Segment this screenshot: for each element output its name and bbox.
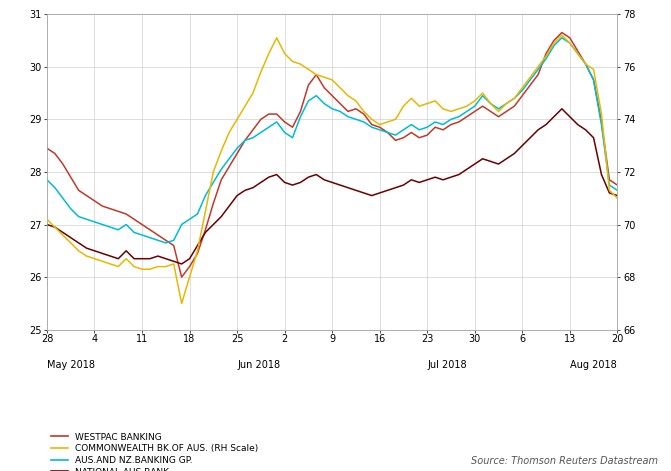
Text: Aug 2018: Aug 2018 xyxy=(570,360,617,370)
Text: May 2018: May 2018 xyxy=(47,360,95,370)
Text: Jul 2018: Jul 2018 xyxy=(427,360,467,370)
Legend: WESTPAC BANKING, COMMONWEALTH BK.OF AUS. (RH Scale), AUS.AND NZ.BANKING GP., NAT: WESTPAC BANKING, COMMONWEALTH BK.OF AUS.… xyxy=(52,432,258,471)
Text: Jun 2018: Jun 2018 xyxy=(237,360,280,370)
Text: Source: Thomson Reuters Datastream: Source: Thomson Reuters Datastream xyxy=(470,456,658,466)
